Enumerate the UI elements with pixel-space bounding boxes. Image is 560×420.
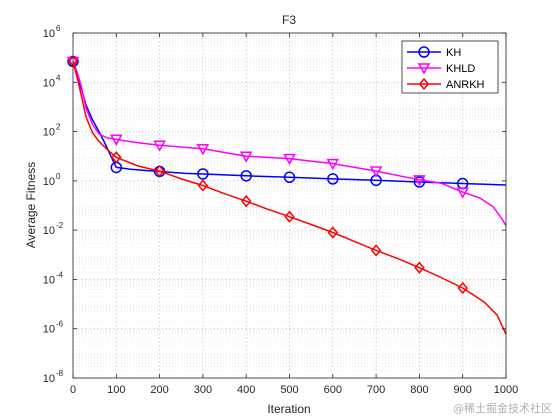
chart-title: F3	[282, 13, 296, 27]
legend-item-anrkh: ANRKH	[407, 77, 485, 91]
x-tick-label: 600	[324, 384, 342, 396]
y-tick-exponent: -8	[56, 369, 64, 378]
data-point	[197, 179, 209, 192]
watermark: @稀土掘金技术社区	[453, 402, 552, 415]
y-axis-label: Average Fitness	[24, 162, 38, 249]
x-tick-label: 900	[454, 384, 472, 396]
data-point	[153, 140, 166, 152]
y-tick-label: 10	[43, 176, 55, 188]
legend-marker	[417, 63, 431, 75]
data-point	[240, 170, 252, 182]
data-point	[326, 158, 340, 171]
legend: KH KHLD ANRKH	[401, 40, 499, 94]
data-point	[240, 195, 252, 208]
data-point	[154, 164, 165, 178]
x-tick-label: 200	[150, 384, 168, 396]
legend-item-khld: KHLD	[407, 63, 475, 75]
legend-label: ANRKH	[446, 79, 485, 91]
legend-item-kh: KH	[407, 46, 461, 59]
data-point	[414, 261, 425, 274]
data-point	[239, 151, 253, 163]
y-tick-label: 10	[43, 324, 55, 336]
data-point	[196, 144, 210, 156]
data-point	[284, 210, 295, 223]
series-line	[72, 61, 507, 186]
data-point	[370, 244, 382, 257]
y-tick-exponent: 4	[56, 73, 61, 82]
y-tick-exponent: 2	[56, 123, 61, 132]
x-tick-label: 0	[70, 384, 76, 396]
data-point	[413, 176, 426, 188]
series-line	[72, 61, 507, 227]
data-point	[369, 166, 383, 178]
x-tick-label: 1000	[494, 384, 518, 396]
legend-marker	[418, 77, 430, 91]
x-tick-label: 300	[194, 384, 212, 396]
legend-marker	[418, 46, 430, 58]
series-layer	[66, 55, 507, 335]
y-tick-label: 10	[43, 274, 55, 286]
data-point	[283, 171, 296, 184]
y-tick-label: 10	[43, 127, 55, 139]
x-tick-label: 700	[367, 384, 385, 396]
y-tick-label: 10	[43, 225, 55, 237]
x-axis-ticks: 0 100 200 300 400 500 600 700 800 900 1000	[70, 33, 518, 396]
data-point	[110, 134, 123, 146]
y-tick-label: 10	[43, 77, 55, 89]
data-point	[111, 151, 122, 164]
y-tick-label: 10	[43, 28, 55, 40]
x-axis-label: Iteration	[267, 402, 310, 416]
data-point	[456, 187, 469, 199]
data-point	[283, 153, 296, 166]
data-point	[457, 281, 468, 295]
data-point	[327, 173, 339, 185]
legend-label: KHLD	[446, 63, 475, 75]
y-tick-exponent: 6	[56, 24, 61, 33]
y-tick-exponent: 0	[56, 172, 61, 181]
x-tick-label: 400	[237, 384, 255, 396]
y-tick-exponent: -4	[56, 270, 64, 279]
y-tick-exponent: -6	[56, 320, 64, 329]
series-line	[72, 61, 507, 335]
data-point	[327, 226, 339, 239]
x-tick-label: 500	[280, 384, 298, 396]
series-khld	[66, 56, 507, 227]
y-tick-exponent: -2	[56, 221, 64, 230]
data-point	[413, 175, 426, 187]
x-tick-label: 100	[107, 384, 125, 396]
data-point	[197, 168, 209, 180]
series-anrkh	[67, 55, 507, 335]
legend-label: KH	[446, 47, 461, 59]
y-tick-label: 10	[43, 373, 55, 385]
x-tick-label: 800	[410, 384, 428, 396]
